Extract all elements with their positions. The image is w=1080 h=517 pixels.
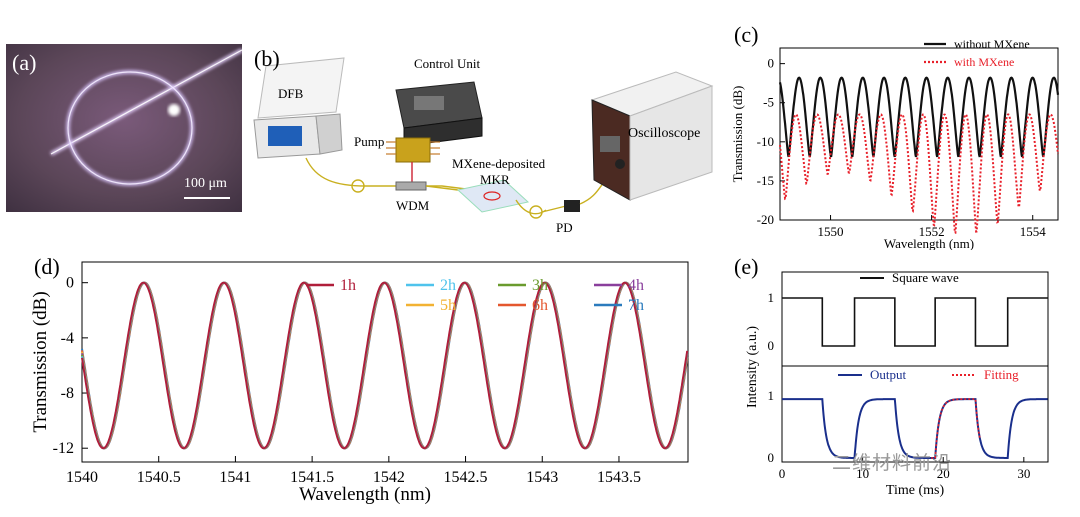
label-oscilloscope: Oscilloscope [628, 126, 701, 141]
legend-label: Fitting [984, 367, 1019, 382]
label-wdm: WDM [396, 198, 430, 213]
x-tick-label: 1543.5 [597, 469, 641, 486]
panel-label-b: (b) [254, 46, 280, 71]
dfb-laser [253, 57, 345, 159]
legend-label: 6h [532, 297, 548, 314]
legend-label: Square wave [892, 270, 959, 285]
y-tick-label: -5 [763, 95, 774, 110]
label-pd: PD [556, 220, 573, 235]
fitting-line [931, 398, 981, 459]
photodetector [564, 200, 580, 212]
label-control-unit: Control Unit [414, 56, 481, 71]
legend-label: 1h [340, 277, 356, 294]
x-tick-label: 1542 [373, 469, 405, 486]
y-tick-label: 0 [768, 338, 775, 353]
chart-d-panel: 1540 1540.5 1541 1541.5 1542 1542.5 1543 1543.5… [28, 250, 698, 512]
legend-label: 4h [628, 277, 644, 294]
micrograph-panel: (a) 100 μm [6, 44, 242, 212]
panel-label-e: (e) [734, 254, 759, 279]
x-tick-label: 1540.5 [137, 469, 181, 486]
x-tick-label: 1540 [66, 469, 98, 486]
panel-label-c: (c) [734, 22, 759, 47]
pump-module [386, 137, 440, 163]
plot-frame [779, 47, 1059, 221]
series-line-1h [81, 281, 689, 450]
y-axis-label: Transmission (dB) [30, 291, 51, 432]
y-tick-label: -10 [757, 134, 774, 149]
legend-label: 5h [440, 297, 456, 314]
legend-label: 2h [440, 277, 456, 294]
square-wave-line [782, 297, 1048, 347]
panel-label-a: (a) [12, 50, 37, 75]
chart-e-panel: 0 10 20 30 1 0 1 0 Time (ms) Intensity (a.u.) Squa… [726, 250, 1076, 512]
x-tick-label: 20 [937, 466, 950, 481]
watermark-text: 二维材料前沿 [832, 453, 953, 474]
y-tick-label: -12 [53, 440, 74, 457]
label-mkr-line1: MXene-deposited [452, 156, 546, 171]
legend-label: without MXene [954, 37, 1030, 51]
chart-d: 1540 1540.5 1541 1541.5 1542 1542.5 1543 1543.5… [30, 261, 689, 505]
x-axis-label: Time (ms) [886, 483, 945, 498]
y-tick-label: -15 [757, 173, 774, 188]
x-axis-label: Wavelength (nm) [884, 236, 974, 250]
y-tick-label: 0 [66, 275, 74, 292]
x-tick-label: 1554 [1020, 224, 1047, 239]
y-tick-label: -4 [61, 330, 74, 347]
y-tick-label: -20 [757, 212, 774, 227]
scale-bar-label: 100 μm [184, 176, 227, 191]
label-dfb: DFB [278, 86, 304, 101]
y-tick-label: 0 [768, 56, 775, 71]
legend-label: 7h [628, 297, 644, 314]
x-tick-label: 1542.5 [444, 469, 488, 486]
y-tick-label: 1 [768, 388, 775, 403]
fiber-line [305, 157, 475, 191]
y-axis-label: Intensity (a.u.) [745, 326, 760, 408]
y-tick-label: -8 [61, 385, 74, 402]
x-axis-label: Wavelength (nm) [299, 484, 431, 505]
x-tick-label: 1552 [919, 224, 945, 239]
x-tick-label: 1541 [219, 469, 251, 486]
legend-label: with MXene [954, 55, 1014, 69]
x-tick-label: 10 [856, 466, 869, 481]
series-line-with-mxene [779, 113, 1059, 234]
mkr-ring [483, 191, 501, 201]
control-unit [395, 81, 483, 147]
panel-label-d: (d) [34, 254, 60, 279]
micrograph-image [6, 44, 242, 212]
y-tick-label: 1 [768, 290, 775, 305]
setup-diagram [253, 57, 714, 219]
y-axis-label: Transmission (dB) [730, 86, 745, 183]
x-tick-label: 1543 [526, 469, 558, 486]
legend-label: Output [870, 367, 907, 382]
x-tick-label: 0 [779, 466, 786, 481]
label-pump: Pump [354, 134, 385, 149]
chart-c: 1550 1552 1554 0 -5 -10 -15 -20 Wavelength (nm) T… [730, 37, 1060, 251]
series-line-without-mxene [778, 76, 1060, 158]
plot-frame [81, 261, 689, 463]
x-tick-label: 1550 [818, 224, 844, 239]
setup-panel: (b) DFB Control Unit Pump WDM MXene-depo… [246, 40, 718, 240]
x-tick-label: 1541.5 [290, 469, 334, 486]
wdm-coupler [395, 181, 427, 191]
chart-c-panel: 1550 1552 1554 0 -5 -10 -15 -20 Wavelength (nm) T… [728, 20, 1074, 251]
y-tick-label: 0 [768, 450, 775, 465]
plot-frame [781, 271, 1049, 463]
label-mkr-line2: MKR [480, 172, 510, 187]
x-tick-label: 30 [1017, 466, 1030, 481]
legend-label: 3h [532, 277, 548, 294]
oscilloscope [590, 71, 714, 201]
output-line [782, 398, 1048, 459]
